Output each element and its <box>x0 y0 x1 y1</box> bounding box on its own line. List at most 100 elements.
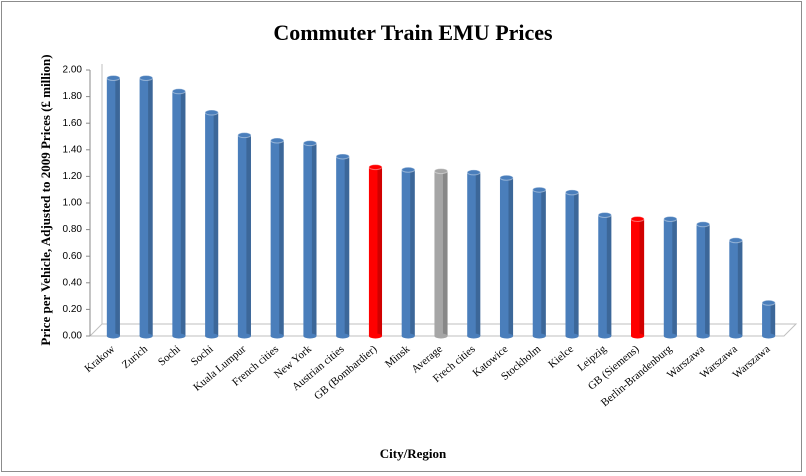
bar-cap <box>532 186 547 193</box>
bar-shade <box>442 171 448 336</box>
bar-shade <box>770 302 776 336</box>
bar <box>598 214 612 336</box>
bar-cap <box>728 237 743 244</box>
bar <box>303 143 317 336</box>
bar-cap <box>433 168 449 175</box>
bar-shade <box>213 112 219 336</box>
bar-cap <box>302 140 318 147</box>
bar-cap <box>335 153 350 160</box>
bar-base <box>631 333 645 339</box>
bar <box>237 135 251 336</box>
y-tick-label: 1.40 <box>63 144 83 155</box>
bar <box>336 156 350 336</box>
bar-base <box>663 333 677 339</box>
bar-base <box>598 333 612 339</box>
bar-base <box>106 333 120 339</box>
bar <box>106 77 120 336</box>
bar-shade <box>639 218 645 336</box>
y-tick-label: 1.00 <box>63 198 83 209</box>
bar-base <box>270 333 284 339</box>
bar-shade <box>377 167 383 336</box>
bar-cap <box>106 74 121 81</box>
bar-base <box>499 333 514 339</box>
bar-shade <box>508 177 514 336</box>
bar-base <box>139 333 153 339</box>
bar <box>762 302 776 336</box>
bar-base <box>237 333 251 339</box>
bar-cap <box>270 137 285 144</box>
floor <box>88 323 798 337</box>
bar-base <box>696 333 710 339</box>
bar-shade <box>115 77 120 336</box>
bar-shade <box>410 169 415 336</box>
bar-cap <box>368 164 383 171</box>
bar-cap <box>630 215 645 222</box>
bar-base <box>401 333 415 339</box>
bar <box>565 192 579 336</box>
bar <box>368 167 383 336</box>
bar-shade <box>475 172 481 336</box>
bar-shade <box>574 192 579 336</box>
bar-base <box>205 333 219 339</box>
y-tick-label: 0.00 <box>63 331 83 342</box>
y-tick-label: 0.20 <box>63 304 83 315</box>
bar-shade <box>672 218 677 336</box>
bar-shade <box>279 140 284 336</box>
bar-base <box>434 333 448 339</box>
bar-cap <box>696 221 711 228</box>
bar-shade <box>180 91 186 336</box>
bar <box>401 169 415 336</box>
bar-shade <box>606 214 612 336</box>
bar <box>532 189 546 336</box>
bar <box>499 177 514 336</box>
bar-cap <box>401 166 416 173</box>
bar <box>696 224 710 336</box>
bar-base <box>368 333 383 339</box>
bar-cap <box>139 74 154 81</box>
bar-base <box>565 333 579 339</box>
bar-cap <box>761 299 776 306</box>
bar-shade <box>737 240 743 336</box>
bar <box>205 112 219 336</box>
chart-title: Commuter Train EMU Prices <box>273 20 553 45</box>
bar-cap <box>466 169 481 176</box>
bar <box>434 171 448 336</box>
y-tick-label: 0.40 <box>63 277 83 288</box>
y-tick-label: 1.20 <box>63 171 83 182</box>
bar-base <box>762 333 776 339</box>
bar-base <box>303 333 317 339</box>
y-axis-title: Price per Vehicle, Adjusted to 2009 Pric… <box>38 54 53 345</box>
x-axis-title: City/Region <box>380 446 447 461</box>
bar <box>172 91 186 336</box>
bar-cap <box>499 174 514 181</box>
bar-base <box>172 333 186 339</box>
bar-shade <box>246 135 251 336</box>
bar-shade <box>705 224 710 336</box>
bar-cap <box>597 211 612 218</box>
bar-shade <box>344 156 350 336</box>
y-tick-label: 0.60 <box>63 251 83 262</box>
bar-cap <box>663 215 678 222</box>
y-tick-label: 1.80 <box>63 91 83 102</box>
y-tick-label: 1.60 <box>63 118 83 129</box>
bar <box>139 77 153 336</box>
bar-cap <box>564 189 580 196</box>
bar <box>631 218 645 336</box>
bar <box>270 140 284 336</box>
y-tick-label: 2.00 <box>63 65 83 76</box>
bar-cap <box>204 109 219 116</box>
bar-base <box>336 333 350 339</box>
bar-base <box>532 333 546 339</box>
bar-shade <box>148 77 153 336</box>
bar <box>729 240 743 336</box>
bar-base <box>729 333 743 339</box>
bar-cap <box>237 132 252 139</box>
bar-cap <box>171 88 186 95</box>
bar-shade <box>311 143 317 336</box>
bar <box>467 172 481 336</box>
bar-shade <box>541 189 546 336</box>
bar-base <box>467 333 481 339</box>
bar <box>663 218 677 336</box>
